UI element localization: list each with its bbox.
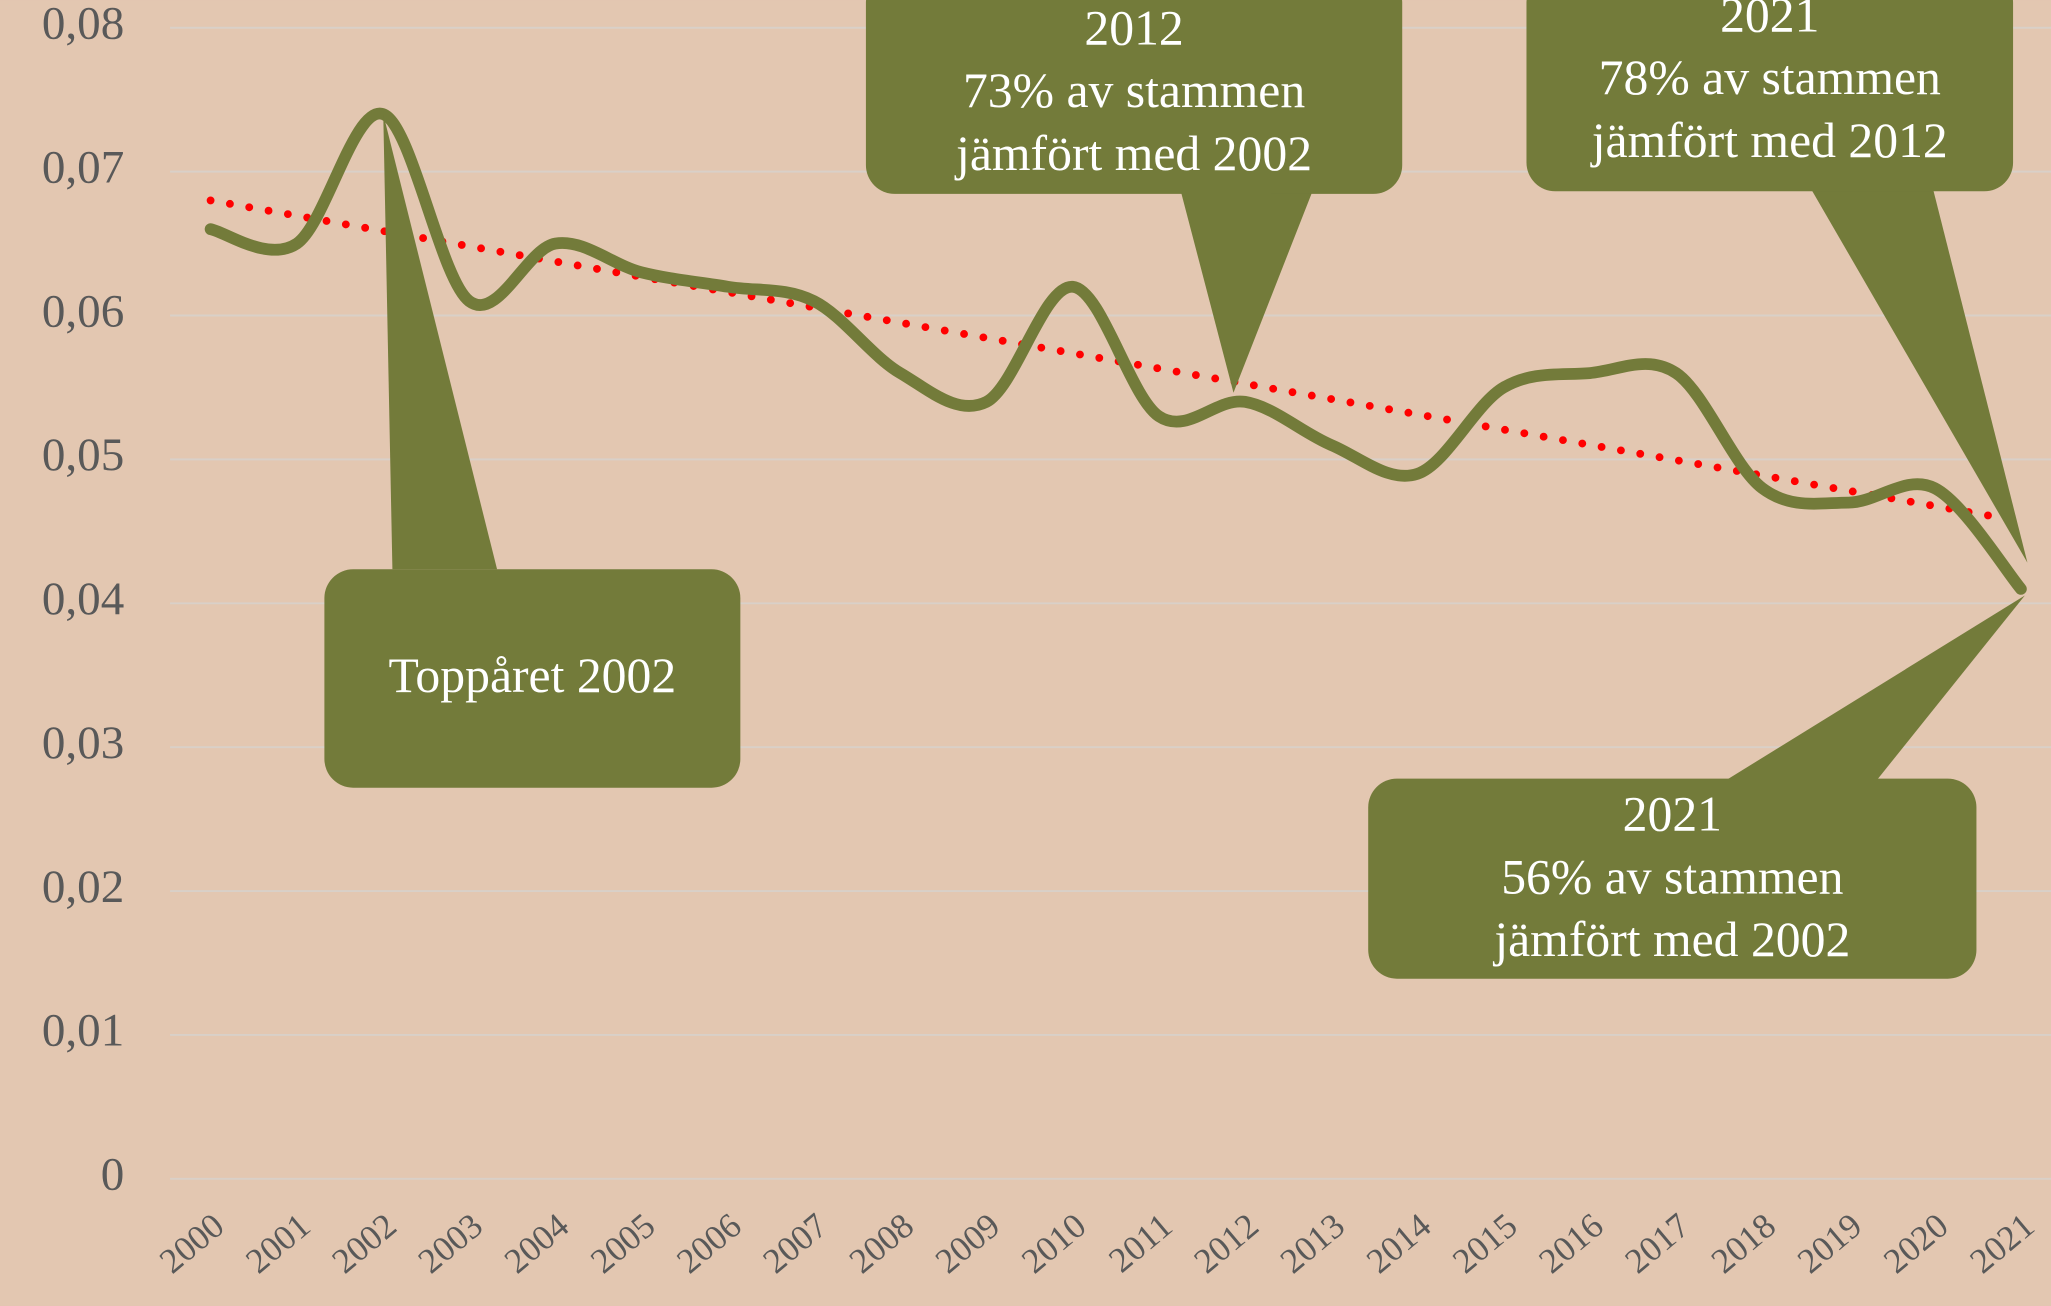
callout-text: 2012 [1084, 0, 1183, 55]
callout-box [324, 569, 741, 788]
callout-text: 78% av stammen [1599, 50, 1941, 105]
callout-pointer [1811, 189, 2028, 563]
y-tick-label: 0,06 [42, 285, 124, 337]
callout-pointer [1181, 192, 1312, 393]
y-tick-label: 0,08 [42, 0, 124, 50]
callout-text: 56% av stammen [1501, 849, 1843, 904]
callout-text: jämfört med 2002 [1492, 912, 1850, 967]
callout-box [1368, 778, 1977, 979]
y-tick-label: 0,05 [42, 429, 124, 481]
y-tick-label: 0,01 [42, 1005, 124, 1057]
callout-pointer [383, 114, 498, 570]
callout-box [1526, 0, 2014, 192]
y-tick-label: 0 [101, 1149, 125, 1201]
y-tick-label: 0,07 [42, 141, 124, 193]
callout-text: 2021 [1720, 0, 1819, 42]
callout-pointer [1726, 595, 2025, 780]
callout-text: jämfört med 2002 [954, 126, 1312, 181]
callout-text: Toppåret 2002 [389, 648, 677, 703]
y-tick-label: 0,02 [42, 861, 124, 913]
data-line [204, 108, 2027, 595]
callout-text: 73% av stammen [963, 63, 1305, 118]
y-tick-label: 0,03 [42, 717, 124, 769]
callout-text: 2021 [1623, 787, 1722, 842]
callout-box [865, 0, 1403, 194]
y-tick-label: 0,04 [42, 573, 124, 625]
callout-text: jämfört med 2012 [1590, 113, 1948, 168]
trend-line [206, 196, 2025, 526]
